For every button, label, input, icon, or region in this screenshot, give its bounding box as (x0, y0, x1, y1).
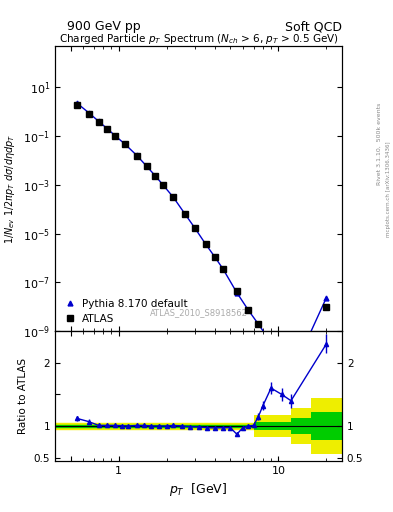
ATLAS (193, 225, 197, 231)
ATLAS (171, 194, 176, 200)
Pythia 8.170 default (113, 133, 118, 139)
Pythia 8.170 default (288, 372, 293, 378)
Pythia 8.170 default (75, 100, 79, 106)
Pythia 8.170 default (220, 266, 225, 272)
Line: Pythia 8.170 default: Pythia 8.170 default (75, 101, 329, 378)
Bar (291, 409, 311, 444)
ATLAS (203, 241, 208, 247)
Bar (253, 415, 291, 437)
ATLAS (113, 133, 118, 139)
ATLAS (134, 153, 139, 159)
ATLAS (182, 211, 187, 217)
Bar (311, 412, 342, 440)
Text: Rivet 3.1.10,  500k events: Rivet 3.1.10, 500k events (377, 102, 382, 184)
Pythia 8.170 default (182, 211, 187, 217)
ATLAS (235, 288, 239, 294)
ATLAS (144, 163, 149, 169)
Pythia 8.170 default (324, 294, 329, 301)
Pythia 8.170 default (212, 254, 217, 260)
ATLAS (86, 111, 91, 117)
Pythia 8.170 default (246, 307, 251, 313)
ATLAS (153, 173, 158, 179)
Pythia 8.170 default (96, 118, 101, 124)
ATLAS (324, 304, 329, 310)
ATLAS (246, 307, 251, 313)
Pythia 8.170 default (86, 110, 91, 116)
Text: Soft QCD: Soft QCD (285, 20, 342, 33)
Title: Charged Particle $p_T$ Spectrum ($N_{ch}$ > 6, $p_T$ > 0.5 GeV): Charged Particle $p_T$ Spectrum ($N_{ch}… (59, 32, 338, 46)
Y-axis label: Ratio to ATLAS: Ratio to ATLAS (18, 358, 28, 434)
Pythia 8.170 default (269, 339, 274, 346)
ATLAS (256, 322, 261, 328)
Pythia 8.170 default (105, 126, 110, 132)
Text: mcplots.cern.ch [arXiv:1306.3436]: mcplots.cern.ch [arXiv:1306.3436] (386, 142, 391, 237)
Pythia 8.170 default (256, 321, 261, 327)
ATLAS (220, 266, 225, 272)
Bar (55, 423, 342, 429)
Pythia 8.170 default (235, 290, 239, 296)
Bar (55, 424, 342, 428)
Y-axis label: $1/N_{ev}$ $1/2\pi p_T$ $d\sigma/d\eta dp_T$: $1/N_{ev}$ $1/2\pi p_T$ $d\sigma/d\eta d… (4, 134, 17, 244)
Text: ATLAS_2010_S8918562: ATLAS_2010_S8918562 (149, 308, 248, 317)
Line: ATLAS: ATLAS (74, 102, 329, 378)
ATLAS (123, 141, 128, 147)
Text: 900 GeV pp: 900 GeV pp (67, 20, 140, 33)
Pythia 8.170 default (153, 173, 158, 179)
ATLAS (105, 126, 110, 132)
ATLAS (269, 341, 274, 347)
Bar (253, 421, 291, 431)
ATLAS (96, 118, 101, 124)
Pythia 8.170 default (203, 241, 208, 247)
ATLAS (75, 101, 79, 108)
Pythia 8.170 default (144, 163, 149, 169)
Pythia 8.170 default (193, 225, 197, 231)
Legend: Pythia 8.170 default, ATLAS: Pythia 8.170 default, ATLAS (60, 296, 190, 326)
Bar (311, 398, 342, 455)
X-axis label: $p_T$  [GeV]: $p_T$ [GeV] (169, 481, 228, 498)
ATLAS (161, 182, 165, 188)
Pythia 8.170 default (123, 141, 128, 147)
ATLAS (288, 373, 293, 379)
Pythia 8.170 default (161, 182, 165, 188)
Bar (291, 418, 311, 434)
Pythia 8.170 default (134, 153, 139, 159)
ATLAS (212, 254, 217, 260)
Pythia 8.170 default (171, 194, 176, 200)
